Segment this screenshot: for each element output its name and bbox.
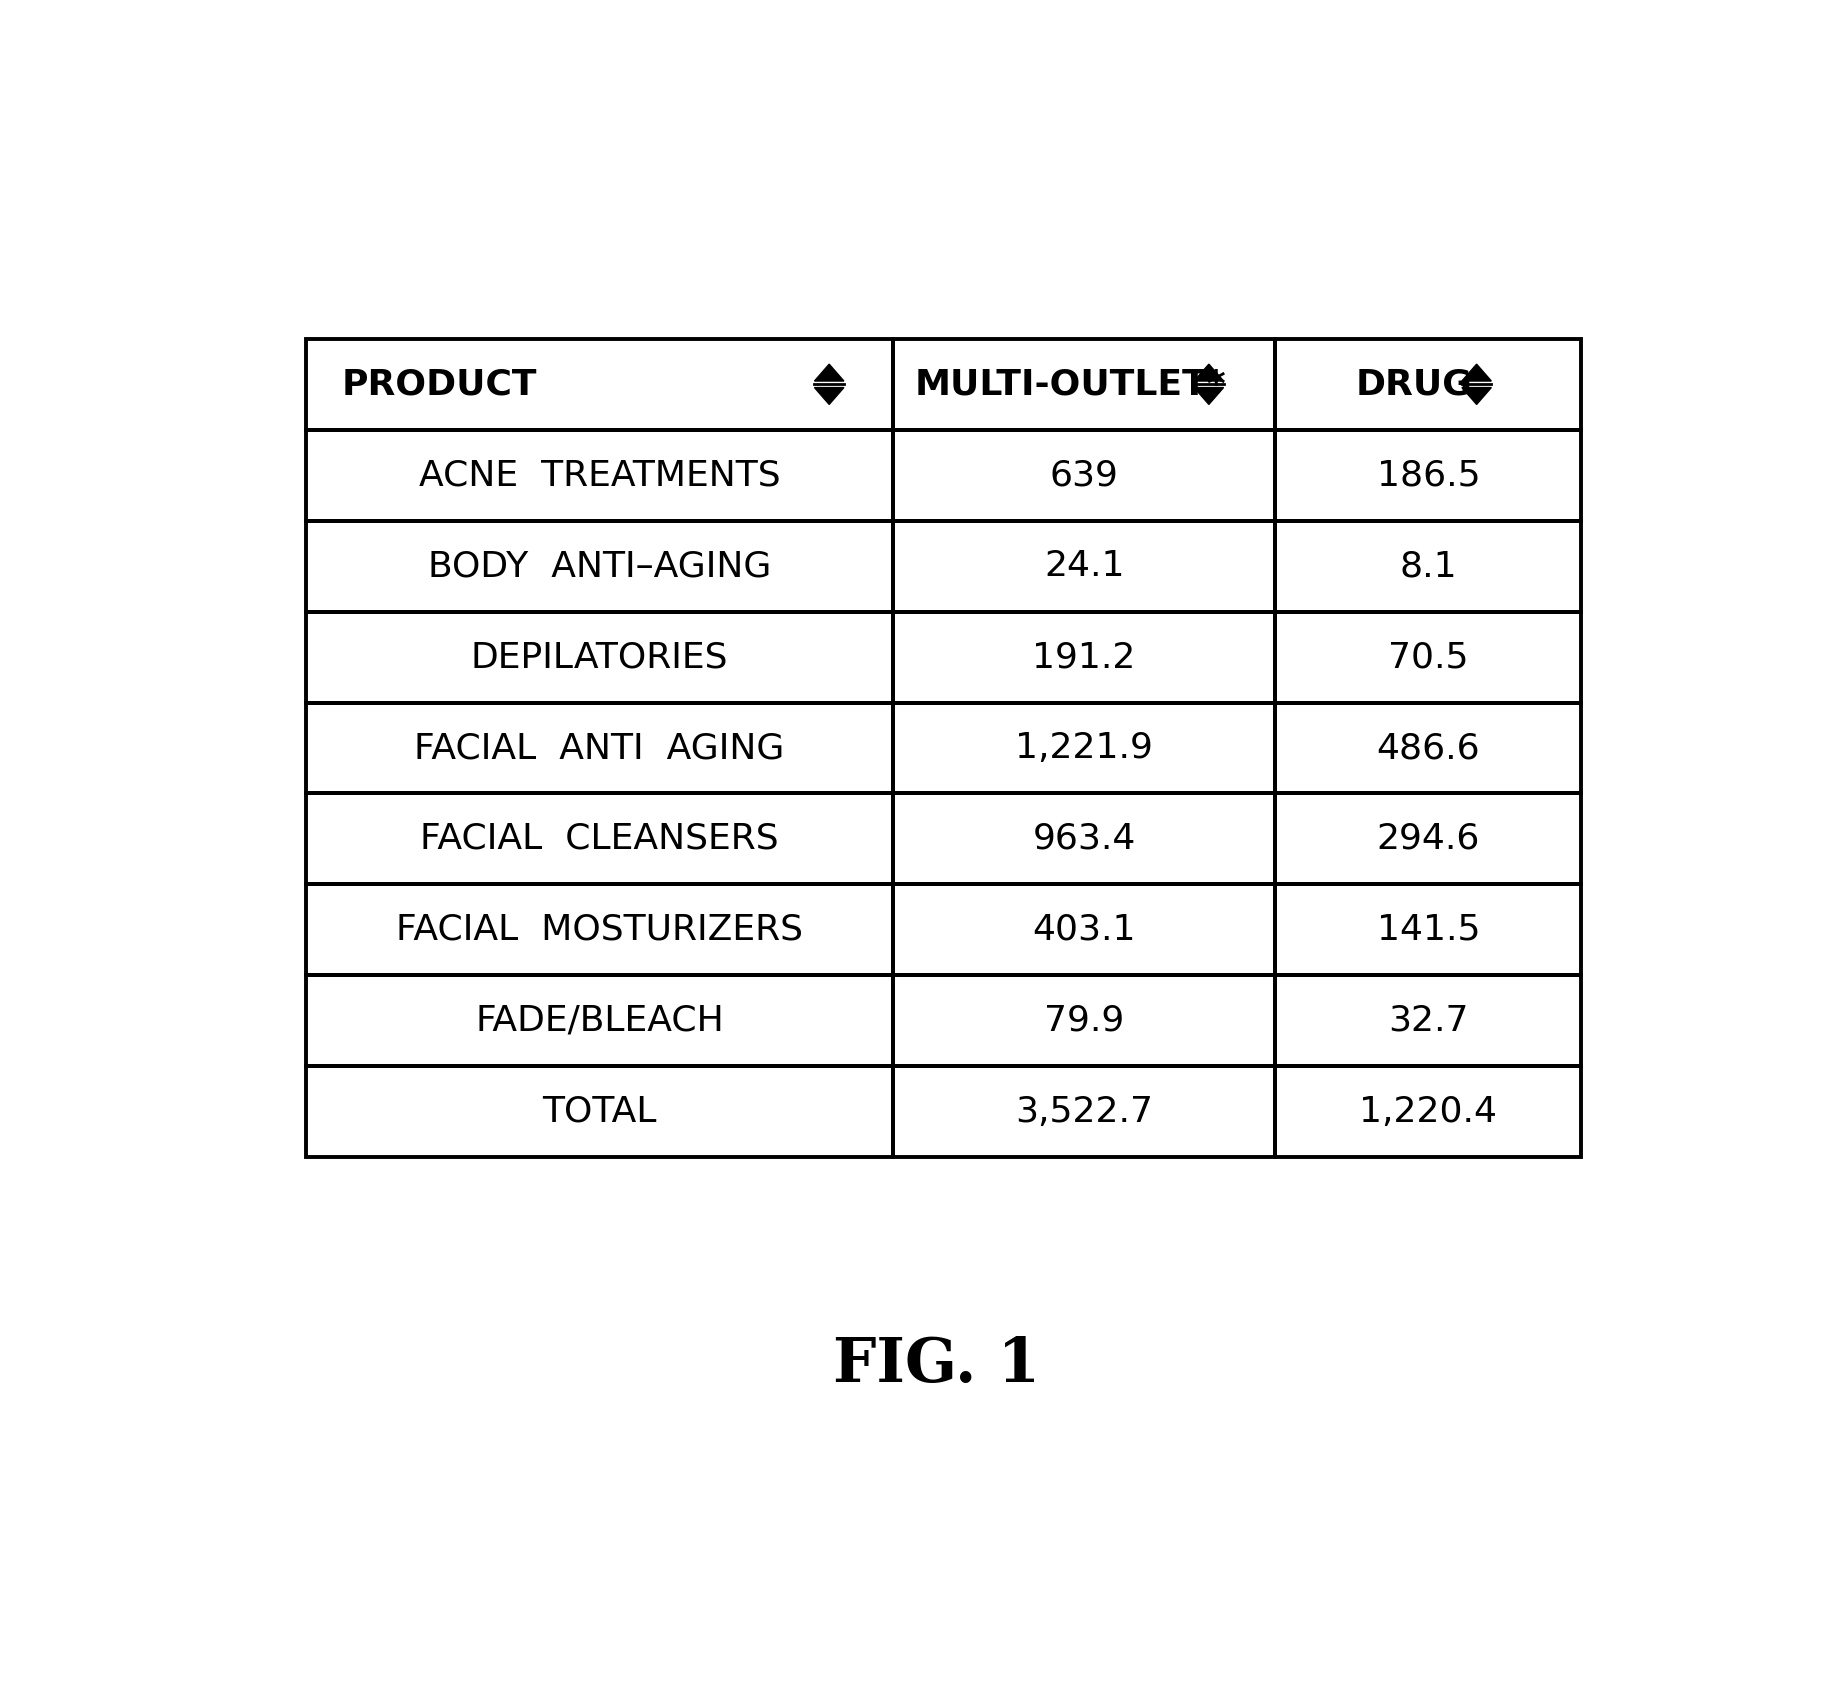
- Text: FACIAL  ANTI  AGING: FACIAL ANTI AGING: [415, 730, 784, 764]
- Polygon shape: [1462, 388, 1492, 405]
- Text: FACIAL  MOSTURIZERS: FACIAL MOSTURIZERS: [397, 913, 802, 946]
- Text: DEPILATORIES: DEPILATORIES: [472, 639, 728, 675]
- Text: 3,522.7: 3,522.7: [1015, 1095, 1153, 1129]
- Text: 79.9: 79.9: [1044, 1004, 1124, 1038]
- Text: 639: 639: [1049, 459, 1119, 493]
- Text: BODY  ANTI–AGING: BODY ANTI–AGING: [428, 550, 771, 584]
- Text: 1,221.9: 1,221.9: [1015, 730, 1153, 764]
- Text: 191.2: 191.2: [1033, 639, 1135, 675]
- Text: MULTI-OUTLET*: MULTI-OUTLET*: [914, 368, 1227, 402]
- Text: 24.1: 24.1: [1044, 550, 1124, 584]
- Polygon shape: [815, 388, 845, 405]
- Text: FADE/BLEACH: FADE/BLEACH: [475, 1004, 724, 1038]
- Polygon shape: [1194, 364, 1223, 381]
- Text: 186.5: 186.5: [1376, 459, 1481, 493]
- Text: 1,220.4: 1,220.4: [1360, 1095, 1497, 1129]
- Text: PRODUCT: PRODUCT: [342, 368, 537, 402]
- Text: 403.1: 403.1: [1033, 913, 1135, 946]
- Text: 486.6: 486.6: [1376, 730, 1481, 764]
- Text: DRUG: DRUG: [1356, 368, 1473, 402]
- Polygon shape: [1194, 388, 1223, 405]
- Text: TOTAL: TOTAL: [543, 1095, 656, 1129]
- Text: 32.7: 32.7: [1387, 1004, 1468, 1038]
- Text: 70.5: 70.5: [1387, 639, 1468, 675]
- Text: 141.5: 141.5: [1376, 913, 1481, 946]
- Text: 8.1: 8.1: [1400, 550, 1457, 584]
- Polygon shape: [1462, 364, 1492, 381]
- Text: FIG. 1: FIG. 1: [834, 1334, 1040, 1395]
- Text: 294.6: 294.6: [1376, 822, 1481, 855]
- Text: ACNE  TREATMENTS: ACNE TREATMENTS: [419, 459, 781, 493]
- Polygon shape: [815, 364, 845, 381]
- Text: 963.4: 963.4: [1033, 822, 1135, 855]
- Text: FACIAL  CLEANSERS: FACIAL CLEANSERS: [420, 822, 779, 855]
